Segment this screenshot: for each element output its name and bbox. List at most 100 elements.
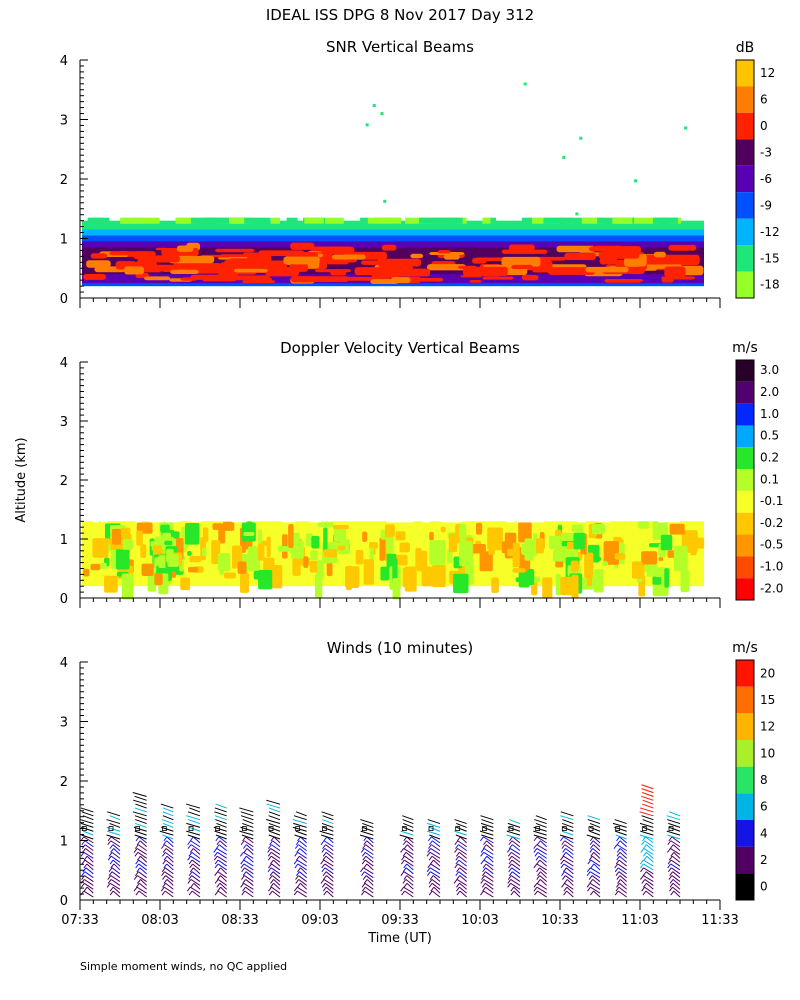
colorbar-swatch	[736, 713, 754, 740]
wind-barb-flag	[362, 844, 367, 849]
wind-barb-flag	[535, 855, 540, 861]
wind-barb-flag	[586, 871, 591, 876]
snr-cell	[205, 217, 230, 224]
velocity-cell	[591, 523, 606, 535]
wind-barb-flag	[427, 836, 432, 842]
wind-barb	[220, 886, 228, 894]
wind-barb-flag	[536, 867, 540, 873]
wind-barb	[191, 871, 201, 879]
velocity-gap	[231, 517, 246, 523]
wind-barb-flag	[162, 875, 166, 880]
snr-cell	[83, 274, 107, 280]
y-tick-label: 0	[60, 592, 68, 607]
wind-barb	[266, 799, 281, 805]
wind-barb-flag	[403, 844, 408, 849]
colorbar-swatch	[736, 192, 754, 219]
wind-barb-flag	[107, 879, 112, 884]
velocity-cell	[669, 523, 685, 535]
wind-barb	[86, 863, 94, 871]
velocity-cell	[571, 524, 584, 533]
wind-barb	[619, 840, 628, 848]
wind-barb	[364, 890, 374, 898]
wind-barb-flag	[536, 879, 541, 884]
wind-barb	[192, 863, 201, 871]
wind-barb	[138, 859, 147, 867]
colorbar-swatch	[736, 846, 754, 874]
wind-barb	[112, 890, 121, 898]
wind-barb	[216, 822, 227, 828]
wind-barb	[591, 875, 601, 882]
wind-marker	[641, 826, 647, 831]
wind-profile	[359, 819, 374, 898]
wind-barb-flag	[536, 840, 541, 846]
panel-data	[82, 517, 705, 600]
wind-barb	[186, 822, 201, 828]
wind-barb	[667, 819, 681, 825]
y-tick-label: 1	[60, 233, 68, 248]
velocity-cell	[472, 543, 486, 554]
velocity-cell	[104, 575, 118, 593]
velocity-cell	[257, 529, 262, 547]
velocity-cell	[602, 561, 608, 566]
wind-marker	[215, 826, 221, 831]
wind-barb-flag	[533, 844, 538, 849]
snr-cell	[410, 253, 424, 259]
wind-barb-flag	[363, 863, 368, 869]
wind-barb-flag	[189, 867, 194, 873]
snr-cell	[634, 179, 638, 183]
wind-barb-flag	[242, 879, 247, 884]
velocity-cell	[121, 573, 134, 600]
wind-barb	[458, 871, 467, 879]
snr-cell	[270, 217, 280, 224]
wind-barb-flag	[508, 855, 513, 861]
wind-barb	[672, 879, 681, 886]
wind-barb-flag	[642, 852, 647, 857]
wind-barb-flag	[667, 848, 671, 853]
wind-profile	[479, 815, 494, 898]
wind-barb	[319, 830, 334, 836]
wind-barb-flag	[296, 871, 300, 876]
wind-barb	[454, 830, 467, 836]
wind-profile	[453, 819, 468, 898]
wind-barb-flag	[616, 852, 621, 857]
wind-barb-flag	[614, 867, 619, 873]
wind-barb	[534, 819, 547, 825]
wind-barb	[240, 815, 254, 821]
wind-barb-flag	[239, 852, 244, 857]
velocity-cell	[369, 547, 374, 563]
snr-cell	[598, 251, 640, 259]
wind-barb-flag	[322, 844, 326, 849]
wind-barb	[511, 871, 521, 879]
wind-barb	[642, 819, 654, 825]
wind-barb	[112, 859, 121, 867]
panel-data	[82, 82, 704, 287]
wind-barb-flag	[322, 852, 327, 857]
wind-barb	[458, 844, 467, 852]
wind-marker	[241, 826, 247, 831]
wind-barb	[560, 815, 574, 821]
wind-barb	[136, 875, 147, 882]
snr-cell	[190, 217, 215, 224]
wind-barb-flag	[80, 879, 85, 884]
wind-barb	[404, 855, 414, 863]
wind-barb-flag	[82, 867, 87, 873]
wind-barb	[135, 803, 147, 809]
wind-barb	[590, 886, 601, 894]
snr-cell	[253, 260, 288, 269]
wind-profile	[185, 803, 201, 898]
velocity-cell	[527, 569, 535, 586]
wind-barb	[86, 855, 94, 863]
velocity-cell	[288, 523, 294, 549]
wind-barb	[511, 859, 521, 867]
snr-cell	[585, 266, 629, 273]
x-tick-label: 10:03	[461, 913, 498, 928]
colorbar-swatch	[736, 360, 754, 382]
wind-barb-flag	[428, 879, 433, 884]
wind-profile	[612, 819, 628, 898]
wind-barb	[614, 819, 627, 825]
wind-barb	[671, 875, 681, 882]
panel-data	[79, 784, 681, 898]
wind-barb-flag	[508, 844, 513, 849]
velocity-cell	[202, 527, 209, 543]
